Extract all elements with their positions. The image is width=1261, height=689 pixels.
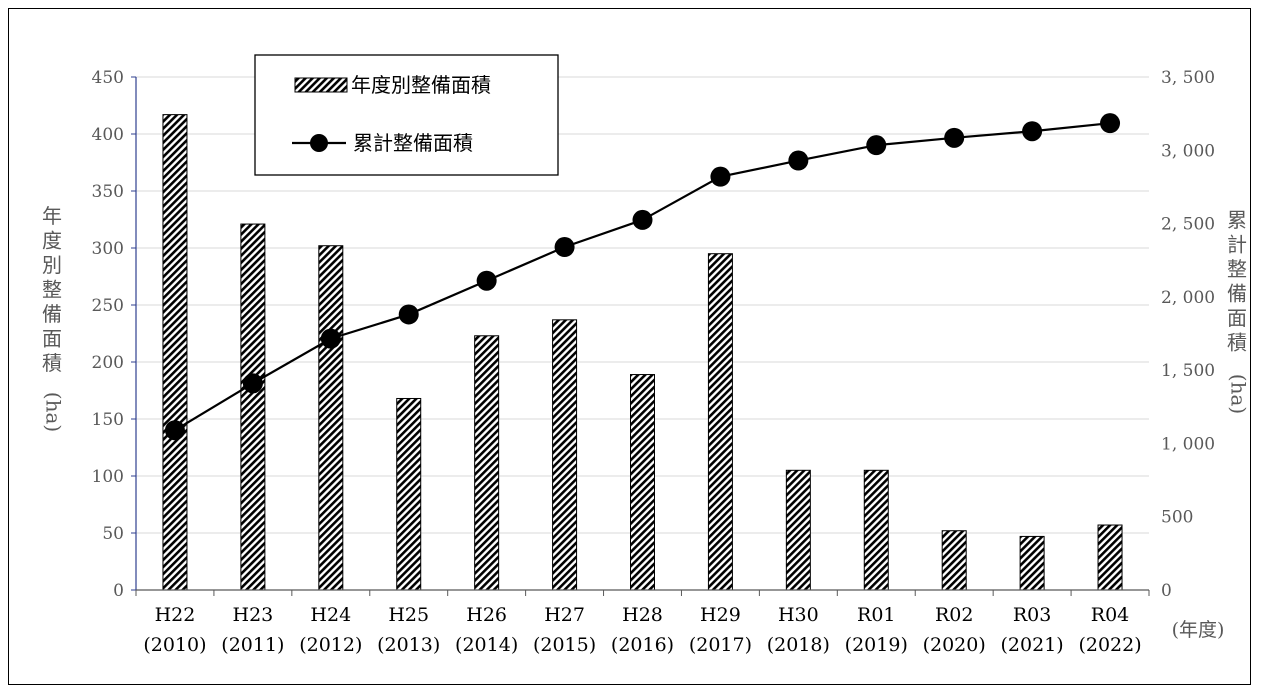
line-point [866,135,887,156]
legend-marker [310,134,328,152]
x-tick-label-year: (2015) [533,634,596,656]
x-tick-label: H29 [700,604,741,626]
line-point [788,150,809,171]
x-tick-label-year: (2014) [455,634,518,656]
right-axis-title: 計 [1227,233,1247,257]
right-axis-title: 備 [1227,282,1247,306]
right-axis-title: 累 [1227,208,1247,232]
x-tick-label-year: (2020) [923,634,986,656]
left-axis-title: 度 [42,229,62,253]
x-tick-label-year: (2011) [221,634,284,656]
line-point [554,237,575,258]
x-tick-label: H27 [544,604,585,626]
x-tick-label-year: (2013) [377,634,440,656]
bar [707,253,733,591]
x-tick-label: R02 [935,604,973,626]
x-tick-label: H23 [233,604,274,626]
left-axis-title: 備 [42,302,62,326]
x-tick-label: H26 [466,604,507,626]
left-tick-label: 450 [92,68,124,88]
axis-labels: 0 50 100 150 200 250 300 350 400 450 0 500 1, 000 1, … [42,68,1251,656]
left-axis-title: 年 [42,204,62,228]
right-tick-label: 2, 500 [1161,215,1215,235]
bar [318,245,344,591]
left-tick-label: 400 [92,125,124,145]
left-tick-label: 350 [92,182,124,202]
bar [552,319,578,591]
left-axis-title: 整 [42,278,62,302]
right-axis-title: 整 [1227,257,1247,281]
left-axis-title: 面 [42,327,62,351]
x-tick-label-year: (2012) [299,634,362,656]
line-point [242,373,263,394]
right-tick-label: 1, 000 [1161,434,1215,454]
bar [941,530,967,591]
line-point [1022,121,1043,142]
left-tick-label: 100 [92,467,124,487]
right-tick-label: 0 [1161,581,1172,601]
line-point [632,209,653,230]
right-tick-label: 1, 500 [1161,361,1215,381]
x-tick-label: H24 [310,604,351,626]
right-axis-title: 面 [1227,306,1247,330]
left-tick-label: 250 [92,296,124,316]
x-tick-label: R04 [1091,604,1129,626]
right-tick-label: 3, 000 [1161,141,1215,161]
x-tick-label-year: (2019) [845,634,908,656]
line-point [1100,113,1121,134]
right-axis-title: 積 [1227,331,1247,355]
right-tick-label: 3, 500 [1161,68,1215,88]
line-point [320,328,341,349]
left-axis-title: (ha) [42,392,66,432]
bar [396,397,422,591]
left-tick-label: 200 [92,353,124,373]
bar [863,469,889,591]
x-tick-label: H25 [388,604,429,626]
left-tick-label: 300 [92,239,124,259]
bar [785,469,811,591]
bar [1019,535,1045,591]
right-tick-label: 2, 000 [1161,288,1215,308]
line-point [164,420,185,441]
right-tick-label: 500 [1161,508,1193,528]
left-tick-label: 0 [113,581,124,601]
legend-bar-swatch [294,77,348,93]
bar [162,114,188,591]
x-tick-label-year: (2022) [1078,634,1141,656]
bar [630,374,655,591]
line-point [710,166,731,187]
line-series [164,113,1121,441]
bar-series [162,114,1123,591]
x-tick-label-year: (2017) [689,634,752,656]
legend-box [254,54,559,176]
left-tick-label: 50 [102,524,124,544]
x-tick-label: H28 [622,604,663,626]
x-tick-label: R03 [1013,604,1051,626]
line-point [476,270,497,291]
x-tick-label-year: (2016) [611,634,674,656]
bar [474,335,500,591]
x-tick-label-year: (2018) [767,634,830,656]
legend-label-line: 累計整備面積 [353,131,473,155]
line-point [398,304,419,325]
left-tick-label: 150 [92,410,124,430]
x-tick-label-year: (2021) [1001,634,1064,656]
x-tick-label: H30 [778,604,819,626]
line-point [944,127,965,148]
x-tick-label-year: (2010) [143,634,206,656]
bar [1097,524,1123,591]
left-axis-title: 別 [42,253,62,277]
x-tick-label: R01 [857,604,895,626]
legend-label-bar: 年度別整備面積 [351,73,491,97]
x-axis-title: (年度) [1172,619,1225,641]
x-tick-label: H22 [155,604,196,626]
axes [131,76,1150,596]
left-axis-title: 積 [42,351,62,375]
right-axis-title: (ha) [1227,374,1251,414]
bar [240,223,266,591]
